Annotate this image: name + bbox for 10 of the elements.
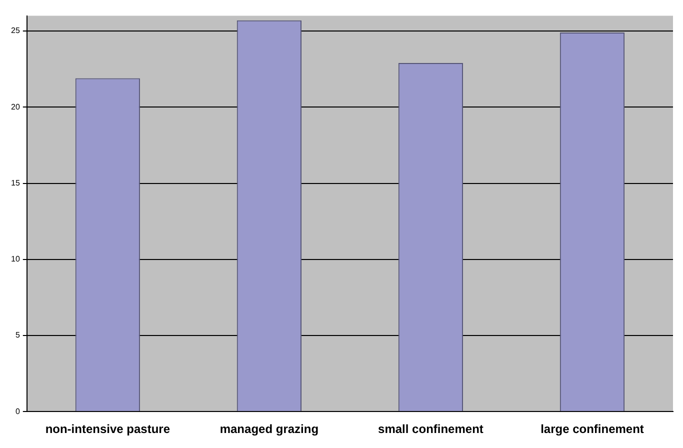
y-tick-label: 25 <box>10 26 20 36</box>
y-tick-label: 5 <box>15 330 20 340</box>
y-tick-label: 10 <box>10 254 20 264</box>
x-tick-label: managed grazing <box>220 422 319 436</box>
y-tick-label: 15 <box>10 178 20 188</box>
y-tick-label: 0 <box>15 406 20 416</box>
y-tick-label: 20 <box>10 102 20 112</box>
x-tick-label: non-intensive pasture <box>45 422 170 436</box>
x-tick-label: large confinement <box>540 422 644 436</box>
x-tick-label: small confinement <box>378 422 484 436</box>
